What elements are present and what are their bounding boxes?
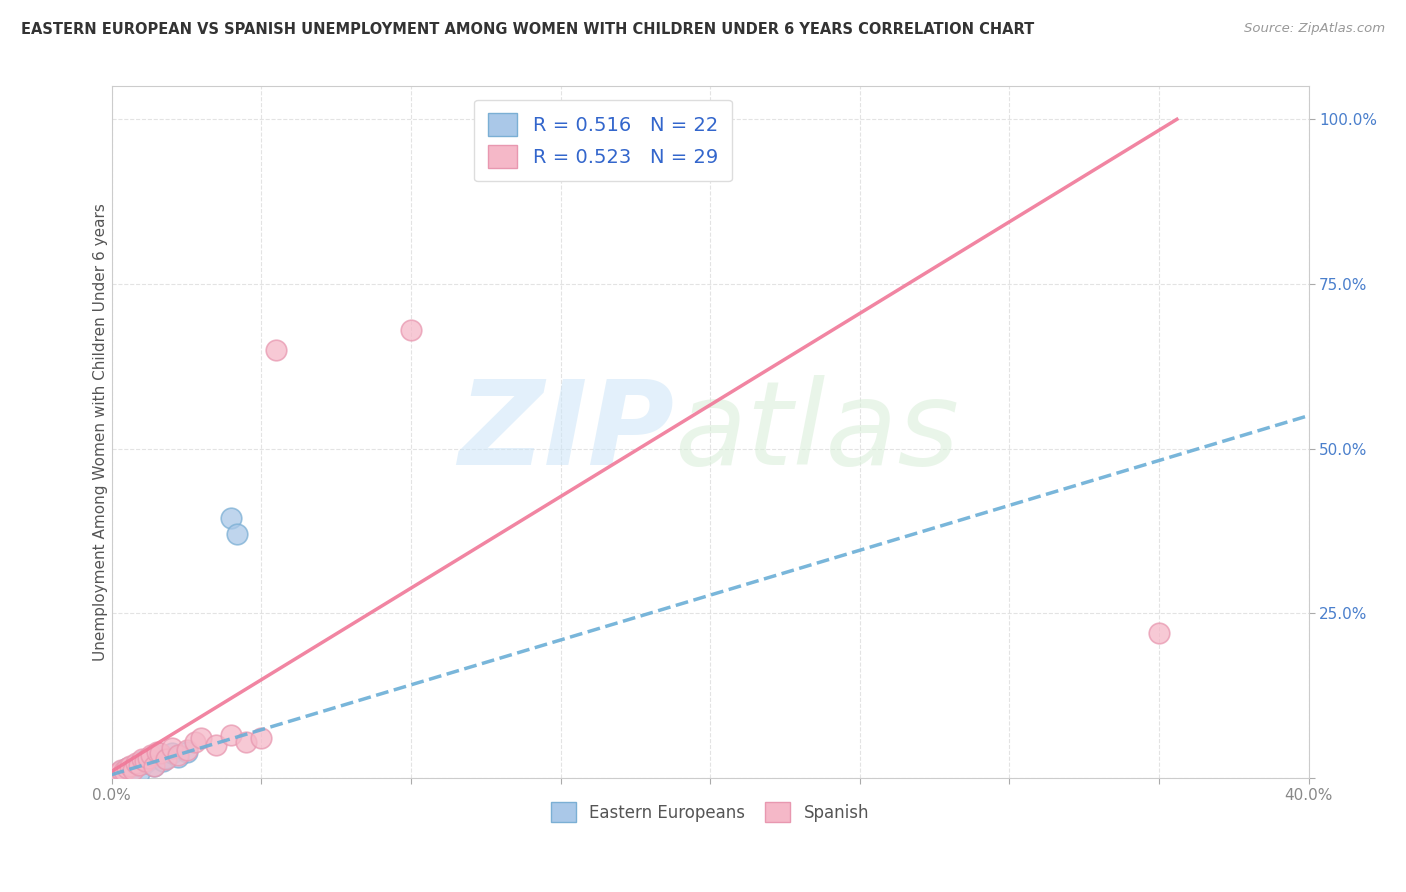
Point — [152, 755, 174, 769]
Point — [226, 527, 249, 541]
Point — [250, 731, 273, 746]
Point — [107, 765, 129, 780]
Point — [264, 343, 287, 357]
Point — [134, 756, 156, 771]
Point — [176, 745, 198, 759]
Point — [155, 752, 177, 766]
Text: EASTERN EUROPEAN VS SPANISH UNEMPLOYMENT AMONG WOMEN WITH CHILDREN UNDER 6 YEARS: EASTERN EUROPEAN VS SPANISH UNEMPLOYMENT… — [21, 22, 1035, 37]
Point — [121, 759, 143, 773]
Point — [131, 752, 153, 766]
Point — [145, 747, 167, 762]
Point — [221, 728, 243, 742]
Point — [190, 731, 212, 746]
Point — [139, 752, 162, 766]
Text: Source: ZipAtlas.com: Source: ZipAtlas.com — [1244, 22, 1385, 36]
Point — [205, 738, 228, 752]
Point — [121, 763, 143, 777]
Point — [1147, 626, 1170, 640]
Point — [110, 763, 132, 777]
Point — [104, 767, 127, 781]
Legend: Eastern Europeans, Spanish: Eastern Europeans, Spanish — [544, 796, 876, 829]
Point — [118, 759, 141, 773]
Y-axis label: Unemployment Among Women with Children Under 6 years: Unemployment Among Women with Children U… — [93, 203, 108, 661]
Point — [115, 761, 138, 775]
Point — [136, 751, 159, 765]
Point — [184, 734, 207, 748]
Point — [142, 759, 165, 773]
Point — [136, 751, 159, 765]
Text: ZIP: ZIP — [458, 375, 675, 490]
Point — [166, 749, 188, 764]
Point — [142, 759, 165, 773]
Point — [118, 764, 141, 779]
Point — [124, 757, 146, 772]
Point — [110, 764, 132, 779]
Point — [128, 765, 150, 780]
Point — [155, 751, 177, 765]
Point — [399, 323, 422, 337]
Point — [112, 763, 135, 777]
Point — [112, 764, 135, 779]
Point — [128, 757, 150, 772]
Point — [139, 747, 162, 762]
Point — [124, 756, 146, 771]
Point — [104, 767, 127, 781]
Point — [115, 761, 138, 775]
Point — [107, 765, 129, 780]
Point — [160, 741, 183, 756]
Point — [131, 755, 153, 769]
Text: atlas: atlas — [675, 376, 959, 489]
Point — [148, 746, 170, 760]
Point — [235, 734, 257, 748]
Point — [166, 747, 188, 762]
Point — [145, 745, 167, 759]
Point — [134, 755, 156, 769]
Point — [221, 510, 243, 524]
Point — [176, 743, 198, 757]
Point — [160, 746, 183, 760]
